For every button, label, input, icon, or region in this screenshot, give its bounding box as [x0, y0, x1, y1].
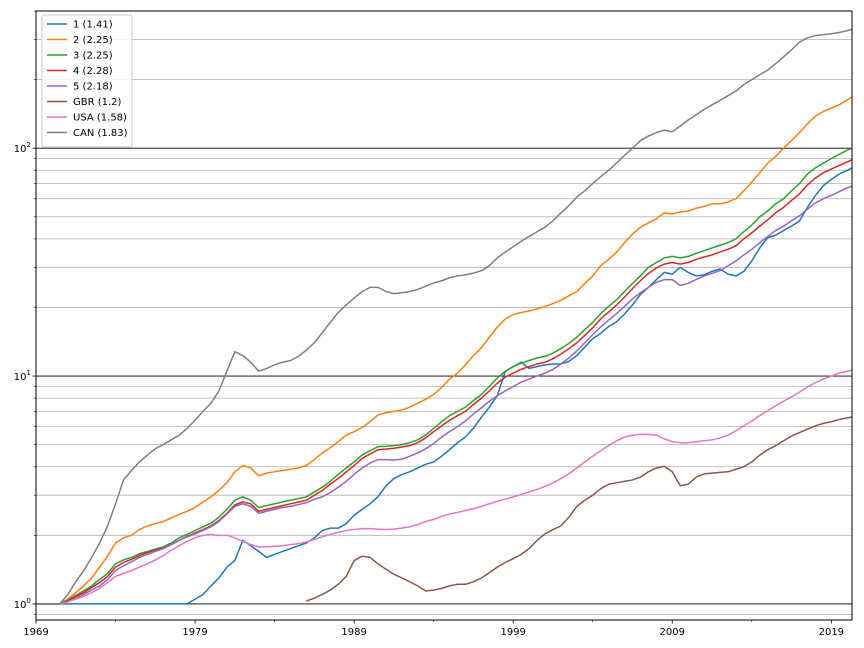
- legend-label: 5 (2.18): [73, 82, 113, 93]
- y-tick-label: 101: [14, 369, 31, 383]
- y-tick-exponent: 0: [27, 597, 31, 605]
- legend-label: 3 (2.25): [73, 51, 113, 62]
- legend-label: CAN (1.83): [73, 128, 128, 139]
- plot-frame: [35, 10, 853, 621]
- legend-label: GBR (1.2): [73, 97, 122, 108]
- legend-label: USA (1.58): [73, 113, 127, 124]
- y-tick-label: 102: [14, 141, 31, 155]
- series-line-3: [36, 147, 853, 605]
- plot-background: [36, 11, 852, 620]
- x-tick-label: 1989: [341, 627, 366, 638]
- series-line-6: [306, 416, 853, 602]
- legend: 1 (1.41) 2 (2.25) 3 (2.25) 4 (2.28) 5 (2.18)…: [41, 14, 133, 148]
- x-tick-label: 1999: [500, 627, 525, 638]
- legend-box: [41, 14, 133, 148]
- x-tick-label: 1969: [23, 627, 48, 638]
- series-line-2: [36, 96, 853, 605]
- x-tick-label: 2009: [660, 627, 685, 638]
- y-tick-exponent: 2: [27, 141, 31, 149]
- legend-label: 1 (1.41): [73, 20, 113, 31]
- series-lines: [36, 28, 853, 605]
- y-tick-label: 100: [14, 597, 31, 611]
- x-tick-label: 2019: [819, 627, 844, 638]
- legend-label: 4 (2.28): [73, 66, 113, 77]
- series-line-5: [36, 185, 853, 605]
- y-tick-exponent: 1: [27, 369, 31, 377]
- x-tick-label: 1979: [182, 627, 207, 638]
- legend-label: 2 (2.25): [73, 35, 113, 46]
- series-line-8: [36, 28, 853, 605]
- series-line-7: [36, 369, 853, 605]
- grid: [36, 10, 852, 615]
